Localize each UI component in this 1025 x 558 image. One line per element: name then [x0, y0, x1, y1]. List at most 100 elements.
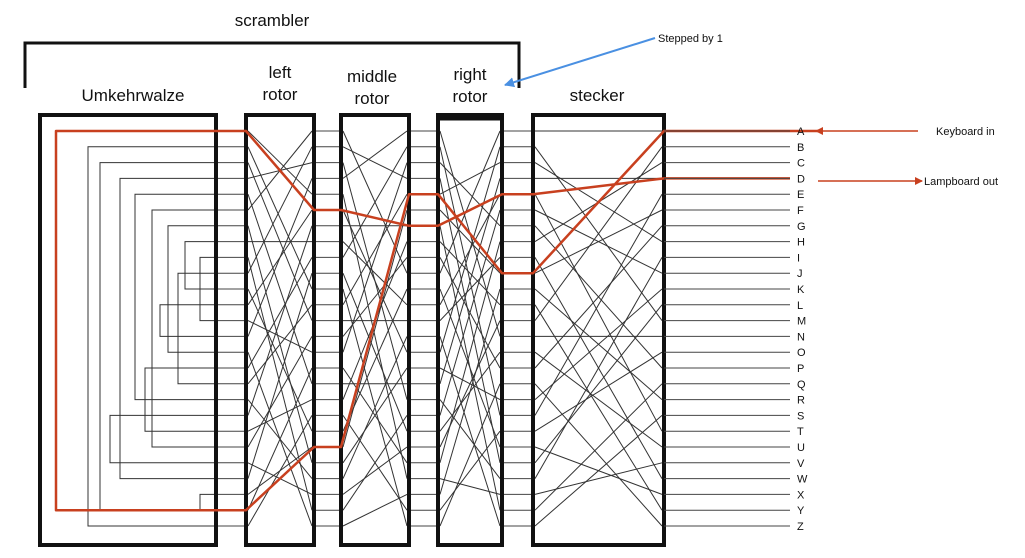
middle-wire [342, 209, 408, 448]
letter-label-s: S [797, 410, 804, 422]
letter-label-i: I [797, 252, 800, 264]
middle-wire [342, 241, 408, 306]
right-wire [439, 288, 501, 495]
stecker-wire [534, 225, 663, 369]
reflector-loop [151, 209, 214, 448]
reflector-loop [109, 414, 214, 464]
letter-label-t: T [797, 426, 804, 438]
letter-label-d: D [797, 173, 805, 185]
reflector-loop [144, 367, 214, 432]
stecker-wire [534, 304, 663, 511]
right-wire [439, 430, 501, 511]
right-wire [439, 399, 501, 479]
right-wire [439, 241, 501, 463]
left-wire [247, 194, 313, 384]
reflector-loop [167, 225, 214, 353]
right-wire [439, 130, 501, 274]
keyboard-in-label: Keyboard in [936, 126, 995, 138]
reflector-loop [87, 146, 214, 527]
right-wire [439, 336, 501, 527]
letter-label-j: J [797, 268, 803, 280]
right-wire [439, 162, 501, 195]
reflector-loop [134, 193, 214, 401]
middle-wire [342, 415, 408, 511]
umkehrwalze-label: Umkehrwalze [82, 86, 185, 105]
middle-rotor-label-line1: middle [347, 67, 397, 86]
left-wire [247, 257, 313, 369]
stecker-label: stecker [570, 86, 625, 105]
right-wire [439, 288, 501, 448]
left-wire [247, 146, 313, 274]
letter-label-e: E [797, 189, 804, 201]
letter-label-w: W [797, 474, 808, 486]
scrambler-label: scrambler [235, 11, 310, 30]
letter-label-g: G [797, 221, 806, 233]
left-wire [247, 130, 313, 195]
signal-path [54, 129, 818, 512]
middle-rotor-box [339, 113, 411, 547]
right-wire [439, 241, 501, 306]
left-wire [247, 367, 313, 511]
stecker-wire [534, 288, 663, 400]
letter-label-c: C [797, 158, 805, 170]
letter-label-n: N [797, 331, 805, 343]
reflector-loop [159, 304, 214, 337]
letter-label-b: B [797, 142, 804, 154]
letter-label-p: P [797, 363, 804, 375]
middle-wire [342, 336, 408, 479]
letter-label-h: H [797, 237, 805, 249]
left-wire [247, 399, 313, 432]
letter-label-u: U [797, 442, 805, 454]
right-wire [439, 162, 501, 227]
middle-wire [342, 209, 408, 353]
letter-label-r: R [797, 395, 805, 407]
reflector-loop [199, 493, 214, 511]
stecker-wire [534, 383, 663, 527]
left-wire [247, 415, 313, 527]
right-wire [439, 257, 501, 321]
middle-rotor-label-line2: rotor [355, 89, 390, 108]
right-wire [439, 478, 501, 495]
letter-label-q: Q [797, 379, 806, 391]
left-wire [247, 178, 313, 337]
middle-wire [342, 273, 408, 432]
middle-wire [342, 493, 408, 527]
letter-label-v: V [797, 458, 805, 470]
letter-label-y: Y [797, 505, 805, 517]
left-wire [247, 257, 313, 511]
right-wire [439, 209, 501, 416]
reflector-loop [177, 272, 214, 385]
right-rotor-label-line2: rotor [453, 87, 488, 106]
stecker-wire [534, 383, 663, 511]
right-wire [439, 178, 501, 463]
stepped-annotation: Stepped by 1 [658, 33, 723, 45]
middle-wire [342, 257, 408, 337]
right-wire [439, 146, 501, 353]
right-rotor-label-line1: right [453, 65, 486, 84]
letter-label-k: K [797, 284, 805, 296]
reflector-loop [119, 177, 214, 480]
letter-label-o: O [797, 347, 806, 359]
middle-wire [342, 162, 408, 353]
stecker-box [531, 113, 666, 547]
stecker-wire [534, 193, 663, 416]
middle-wire [342, 146, 408, 258]
stecker-wire [534, 415, 663, 527]
left-wire [247, 320, 313, 353]
stecker-wire [534, 257, 663, 479]
middle-wire [342, 367, 408, 464]
left-wire [247, 273, 313, 479]
middle-wire [342, 193, 408, 306]
letter-label-a: A [797, 126, 805, 138]
stepped-arrow [504, 37, 656, 88]
scrambler-bracket [23, 41, 521, 88]
letter-label-f: F [797, 205, 804, 217]
letter-label-m: M [797, 316, 806, 328]
stecker-wire [534, 193, 663, 432]
right-wire [439, 178, 501, 384]
reflector-loop [199, 256, 214, 322]
stecker-wire [534, 304, 663, 464]
left-rotor-label-line1: left [269, 63, 292, 82]
